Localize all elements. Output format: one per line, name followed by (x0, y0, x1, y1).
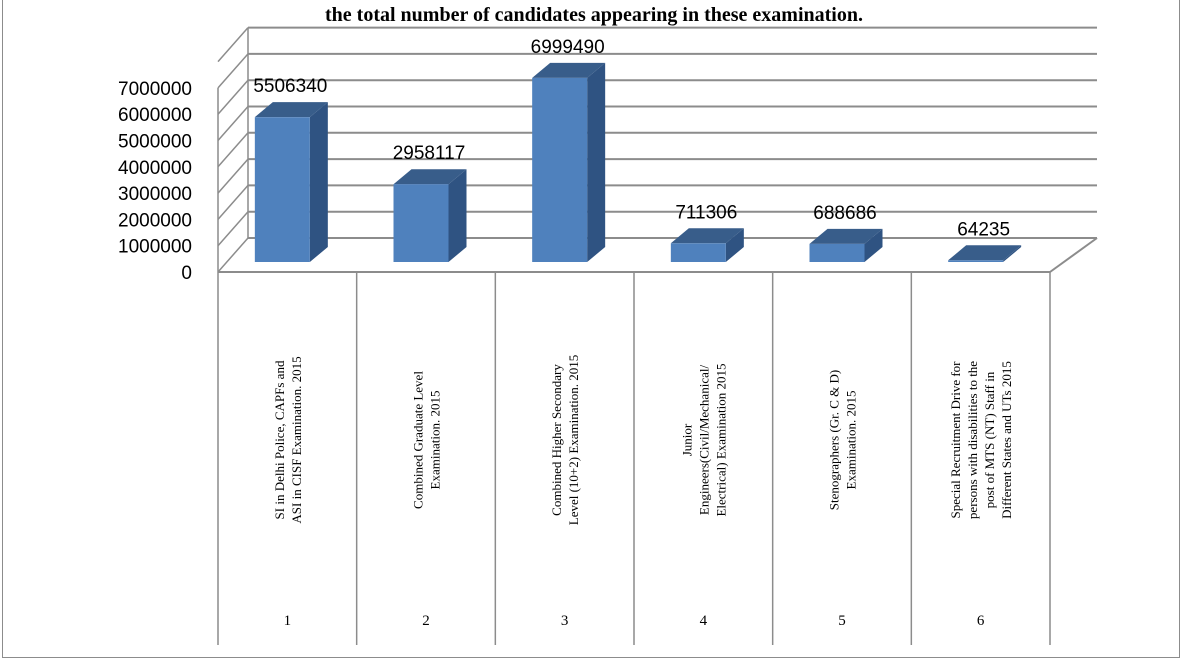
wall-gridline (217, 132, 249, 168)
wall-gridline (217, 79, 249, 115)
bar (809, 243, 865, 262)
category-number: 1 (284, 613, 292, 629)
category-label: ASI in CISF Examination. 2015 (289, 356, 304, 523)
wall-gridline (217, 158, 249, 194)
y-tick-label: 2000000 (118, 210, 192, 231)
category-label: Special Recruitment Drive for (948, 361, 963, 519)
bar-side (587, 62, 606, 262)
category-label: Engineers(Civil/Mechanical/ (696, 365, 711, 516)
category-label: Combined Graduate Level (411, 371, 426, 509)
data-label: 64235 (957, 219, 1010, 240)
y-tick-label: 4000000 (118, 158, 192, 179)
bar-top (532, 62, 606, 78)
category-label: Examination. 2015 (844, 391, 859, 490)
bar (254, 117, 310, 262)
bar-side (864, 228, 883, 262)
category-label: persons with disabilities to the (965, 361, 980, 519)
wall-gridline (217, 106, 249, 141)
bar-side (725, 228, 744, 262)
category-label: SI in Delhi Police, CAPFs and (272, 360, 287, 519)
category-number: 5 (838, 613, 846, 629)
bar-side (309, 102, 328, 262)
category-label: Examination. 2015 (428, 391, 443, 490)
bar (948, 260, 1004, 262)
category-label: Combined Higher Secondary (549, 364, 564, 516)
data-label: 711306 (675, 202, 737, 223)
bar-top (948, 245, 1022, 261)
data-label: 6999490 (531, 37, 605, 58)
y-tick-label: 0 (181, 263, 192, 284)
data-label: 688686 (813, 203, 876, 224)
bar (532, 77, 588, 262)
bar (670, 243, 726, 262)
y-tick-label: 7000000 (118, 79, 192, 100)
category-number: 6 (977, 613, 985, 629)
bar-top (670, 228, 744, 244)
category-label: Electrical) Examination 2015 (713, 363, 728, 516)
category-label: Different States and UTs 2015 (999, 361, 1014, 519)
y-tick-label: 3000000 (118, 184, 192, 205)
bar-top (254, 102, 328, 118)
wall-gridline (217, 27, 249, 63)
wall-gridline (217, 184, 249, 220)
bar (393, 184, 449, 262)
category-number: 4 (700, 613, 708, 629)
bar-side (448, 169, 467, 262)
category-label: Stenographers (Gr. C & D) (827, 370, 842, 510)
category-label: Level (10+2) Examination. 2015 (566, 355, 581, 526)
y-tick-label: 1000000 (118, 237, 192, 258)
wall-gridline (217, 211, 249, 247)
floor-right-edge (1049, 237, 1098, 273)
category-number: 2 (422, 613, 430, 629)
category-number: 3 (561, 613, 569, 629)
category-label: Junior (679, 423, 694, 456)
category-label: post of MTS (NT) Staff in (982, 371, 997, 508)
bar-top (809, 228, 883, 244)
data-label: 5506340 (253, 76, 327, 97)
y-tick-label: 5000000 (118, 132, 192, 153)
bar-side (1003, 245, 1022, 262)
bar-top (393, 169, 467, 185)
wall-gridline (217, 53, 249, 89)
chart-title: the total number of candidates appearing… (325, 4, 863, 26)
wall-gridline (217, 237, 249, 273)
data-label: 2958117 (393, 143, 466, 164)
y-tick-label: 6000000 (118, 105, 192, 126)
